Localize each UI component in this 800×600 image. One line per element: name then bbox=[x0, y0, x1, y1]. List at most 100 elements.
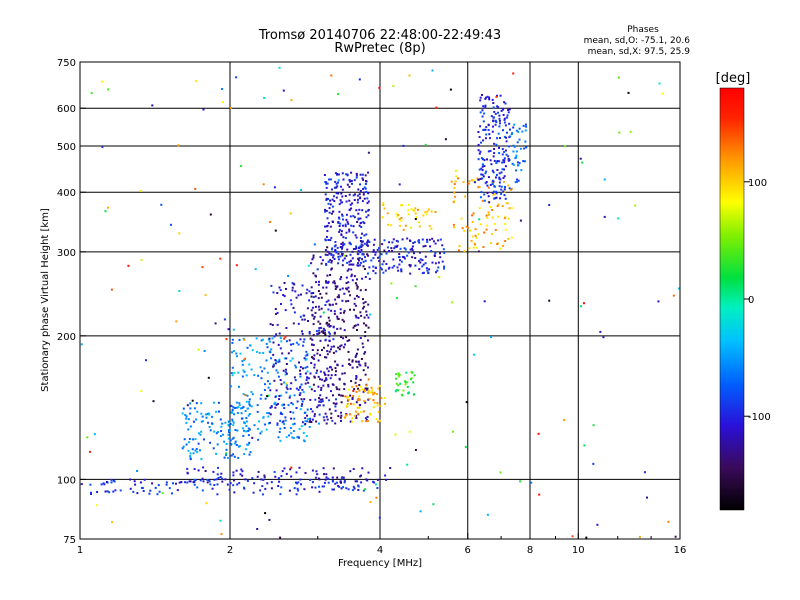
data-point bbox=[265, 359, 268, 362]
data-point bbox=[312, 334, 315, 337]
data-point bbox=[269, 406, 272, 409]
data-point bbox=[376, 487, 379, 489]
data-point bbox=[492, 193, 495, 196]
data-point bbox=[356, 194, 359, 197]
data-point bbox=[304, 417, 307, 420]
data-point bbox=[485, 214, 488, 217]
data-point bbox=[486, 217, 489, 219]
data-point bbox=[332, 338, 335, 341]
data-point bbox=[247, 434, 250, 437]
data-point bbox=[379, 404, 382, 407]
data-point bbox=[249, 344, 252, 347]
data-point bbox=[497, 203, 500, 206]
data-point bbox=[334, 482, 337, 485]
data-point bbox=[362, 193, 365, 196]
data-point bbox=[361, 258, 364, 261]
data-point bbox=[359, 183, 362, 186]
data-point bbox=[350, 179, 353, 182]
data-point bbox=[139, 189, 142, 192]
data-point bbox=[477, 178, 480, 181]
data-point bbox=[406, 254, 409, 257]
data-point bbox=[365, 210, 367, 213]
data-point bbox=[355, 354, 358, 357]
data-point bbox=[161, 492, 164, 495]
data-point bbox=[191, 448, 194, 451]
data-point bbox=[316, 406, 319, 409]
data-point bbox=[350, 171, 353, 174]
data-point bbox=[369, 313, 372, 316]
data-point bbox=[311, 469, 314, 472]
data-point bbox=[333, 310, 336, 313]
data-point bbox=[285, 382, 288, 385]
data-point bbox=[255, 337, 258, 340]
data-point bbox=[345, 487, 348, 490]
data-point bbox=[297, 388, 300, 391]
data-point bbox=[184, 481, 187, 484]
data-point bbox=[487, 186, 490, 189]
data-point bbox=[330, 390, 332, 393]
data-point bbox=[230, 404, 233, 407]
data-point bbox=[156, 493, 159, 496]
data-point bbox=[537, 432, 540, 435]
data-point bbox=[238, 402, 241, 405]
data-point bbox=[395, 296, 398, 299]
data-point bbox=[343, 329, 346, 332]
data-point bbox=[478, 168, 481, 171]
data-point bbox=[216, 493, 219, 496]
data-point bbox=[329, 377, 332, 380]
data-point bbox=[310, 286, 313, 289]
data-point bbox=[272, 291, 275, 294]
data-point bbox=[290, 382, 293, 385]
data-point bbox=[340, 250, 343, 253]
data-point bbox=[331, 205, 334, 208]
data-point bbox=[515, 154, 518, 157]
data-point bbox=[305, 350, 308, 353]
data-point bbox=[334, 172, 337, 175]
data-point bbox=[277, 343, 280, 346]
data-point bbox=[492, 171, 495, 174]
data-point bbox=[428, 224, 431, 227]
data-point bbox=[367, 378, 370, 381]
data-point bbox=[410, 208, 413, 211]
data-point bbox=[319, 398, 322, 401]
data-point bbox=[377, 387, 380, 390]
data-point bbox=[329, 225, 332, 228]
data-point bbox=[367, 398, 370, 401]
data-point bbox=[322, 404, 325, 407]
data-point bbox=[291, 286, 294, 289]
data-point bbox=[211, 415, 213, 418]
data-point bbox=[319, 394, 322, 397]
data-point bbox=[228, 431, 230, 433]
data-point bbox=[314, 305, 317, 308]
data-point bbox=[290, 417, 293, 420]
data-point bbox=[310, 362, 313, 364]
data-point bbox=[301, 421, 304, 424]
data-point bbox=[364, 417, 367, 420]
data-point bbox=[638, 535, 641, 538]
data-point bbox=[297, 343, 300, 346]
data-point bbox=[405, 371, 408, 374]
data-point bbox=[400, 219, 403, 222]
data-point bbox=[414, 207, 417, 210]
data-point bbox=[325, 378, 328, 381]
data-point bbox=[518, 162, 521, 165]
data-point bbox=[367, 171, 369, 174]
data-point bbox=[274, 475, 277, 478]
data-point bbox=[303, 357, 306, 360]
data-point bbox=[258, 351, 261, 354]
data-point bbox=[372, 257, 375, 260]
data-point bbox=[237, 406, 240, 409]
data-point bbox=[507, 184, 510, 187]
data-point bbox=[220, 425, 223, 428]
data-point bbox=[247, 414, 250, 417]
data-point bbox=[358, 224, 361, 227]
data-point bbox=[299, 366, 302, 369]
data-point bbox=[485, 96, 487, 99]
data-point bbox=[452, 201, 455, 204]
data-point bbox=[585, 536, 588, 539]
data-point bbox=[303, 398, 306, 401]
data-point bbox=[363, 322, 365, 325]
data-point bbox=[356, 348, 359, 351]
data-point bbox=[178, 290, 181, 292]
